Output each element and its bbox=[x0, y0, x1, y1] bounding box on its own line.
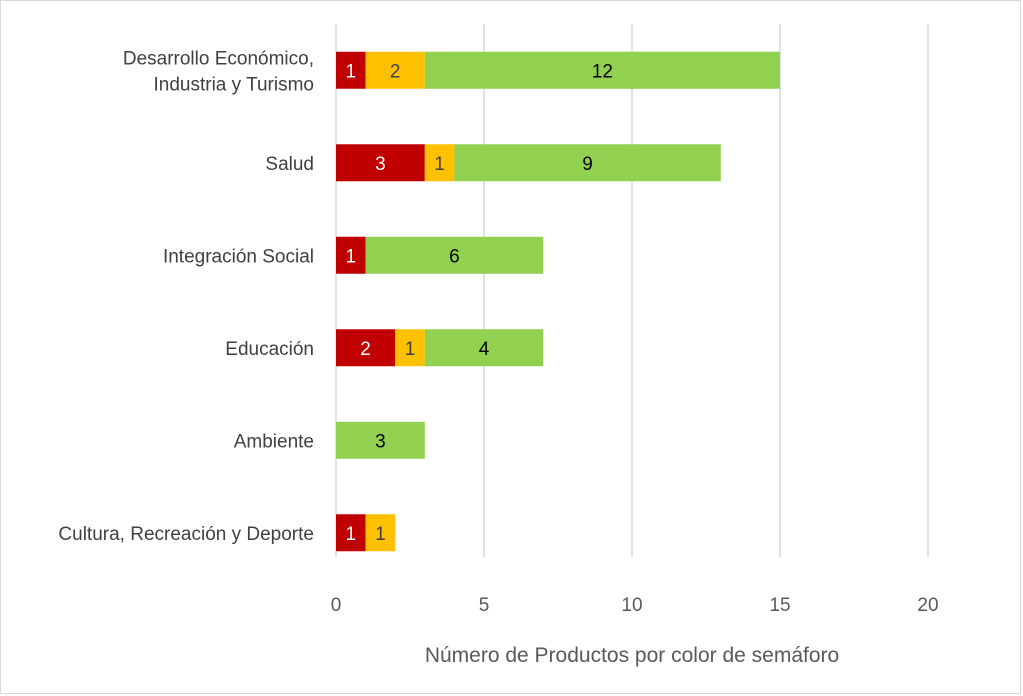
bar-segment bbox=[336, 236, 366, 274]
data-label: 1 bbox=[434, 154, 445, 175]
data-label: 1 bbox=[346, 61, 357, 82]
data-label: 1 bbox=[346, 246, 357, 267]
x-tick-label: 10 bbox=[621, 595, 642, 616]
x-tick-label: 5 bbox=[479, 595, 490, 616]
data-label: 12 bbox=[592, 61, 613, 82]
data-label: 6 bbox=[449, 246, 460, 267]
data-label: 1 bbox=[346, 524, 357, 545]
data-label: 1 bbox=[405, 339, 416, 360]
bar-segment bbox=[424, 329, 544, 367]
category-label: Ambiente bbox=[234, 431, 314, 452]
category-label: Cultura, Recreación y Deporte bbox=[58, 524, 314, 545]
data-label: 3 bbox=[375, 154, 386, 175]
bar-segment bbox=[336, 329, 396, 367]
data-label: 1 bbox=[375, 524, 386, 545]
bar-segment bbox=[424, 51, 780, 89]
x-tick-labels: 0 5 10 15 20 bbox=[331, 595, 939, 616]
x-tick-label: 0 bbox=[331, 595, 342, 616]
bar-segment bbox=[336, 421, 425, 459]
bar-segment bbox=[365, 514, 396, 552]
bar-segment bbox=[365, 51, 425, 89]
bar-segment bbox=[365, 236, 544, 274]
bar-segment bbox=[336, 144, 425, 182]
category-labels: Desarrollo Económico, Industria y Turismo… bbox=[58, 48, 314, 545]
bar-segment bbox=[424, 144, 455, 182]
bars: 1 2 123 1 91 62 1 431 1 bbox=[336, 51, 780, 552]
category-label: Integración Social bbox=[163, 246, 314, 267]
data-label: 4 bbox=[479, 339, 490, 360]
category-label: Educación bbox=[225, 339, 314, 360]
bar-segment bbox=[454, 144, 721, 182]
x-tick-label: 15 bbox=[769, 595, 790, 616]
data-label: 9 bbox=[582, 154, 593, 175]
bar-segment bbox=[336, 514, 366, 552]
gridlines bbox=[335, 24, 929, 557]
category-label: Industria y Turismo bbox=[154, 74, 315, 95]
data-label: 2 bbox=[390, 61, 401, 82]
category-label: Desarrollo Económico, bbox=[123, 48, 314, 69]
data-label: 2 bbox=[360, 339, 371, 360]
category-label: Salud bbox=[265, 154, 314, 175]
bar-segment bbox=[336, 51, 366, 89]
x-axis-title: Número de Productos por color de semáfor… bbox=[425, 644, 839, 667]
bar-segment bbox=[395, 329, 425, 367]
data-label: 3 bbox=[375, 431, 386, 452]
x-tick-label: 20 bbox=[917, 595, 938, 616]
